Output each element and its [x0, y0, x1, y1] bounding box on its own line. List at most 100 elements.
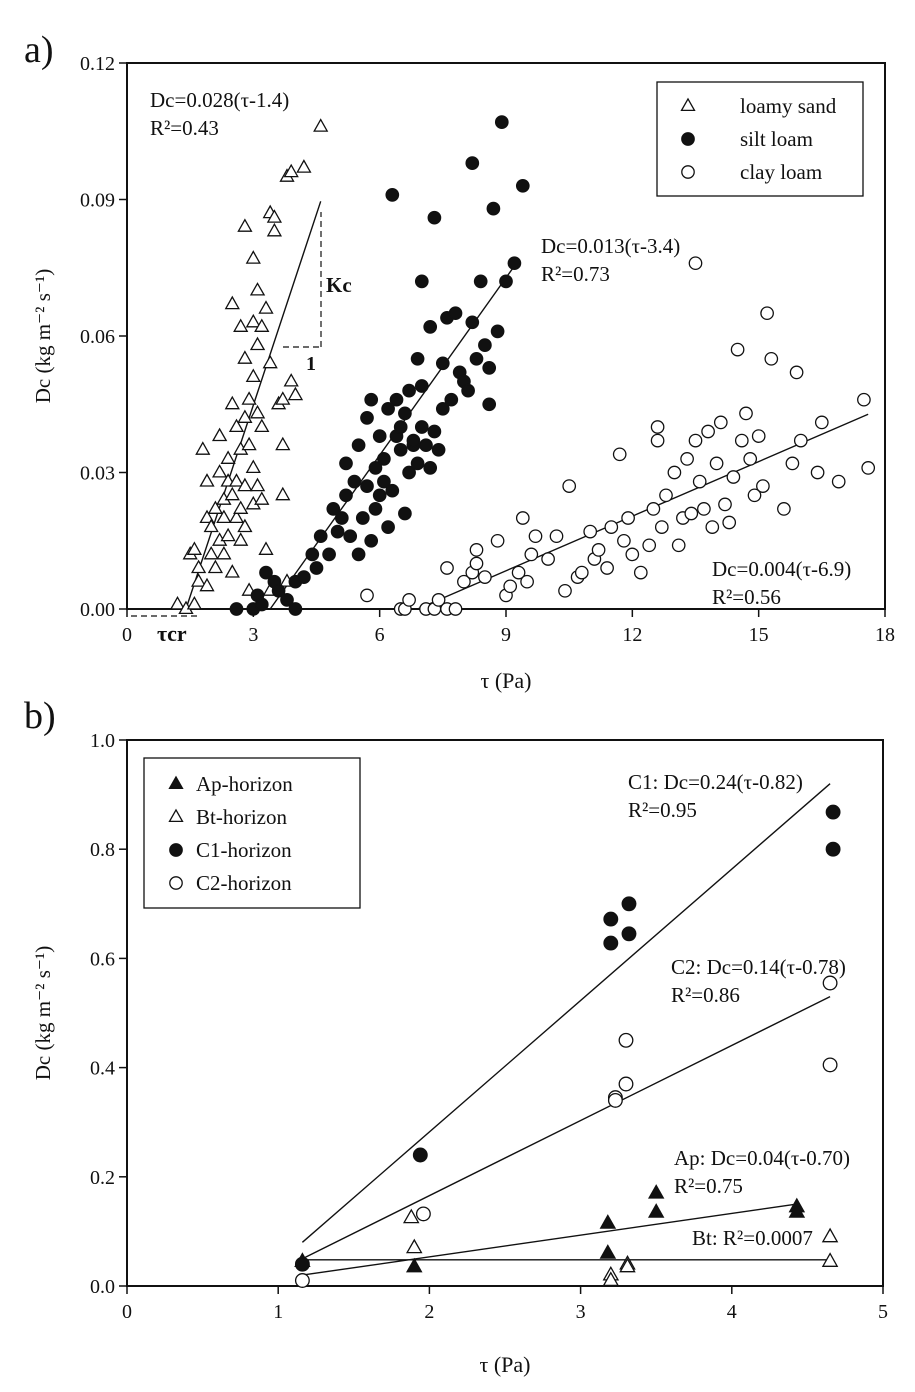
- b-x-tick-label: 3: [576, 1301, 586, 1323]
- legend-label-c2-horizon: C2-horizon: [196, 871, 292, 895]
- legend-label-c1-horizon: C1-horizon: [196, 838, 292, 862]
- data-point-bt-horizon: [402, 1208, 420, 1224]
- a-x-tick-label: 3: [248, 624, 258, 646]
- panel-a-y-axis-title: Dc (kg m⁻² s⁻¹): [31, 269, 55, 404]
- fit-r2-c1: R²=0.95: [628, 798, 697, 822]
- data-point-loamy-sand: [241, 391, 257, 405]
- data-point-loamy-sand: [254, 318, 270, 332]
- data-point-loamy-sand: [211, 427, 228, 442]
- data-point-ap-horizon: [599, 1214, 617, 1229]
- data-point-loamy-sand: [249, 282, 266, 296]
- data-point-silt-loam: [339, 456, 353, 471]
- series-silt-loam: [229, 115, 530, 616]
- data-point-loamy-sand: [237, 477, 253, 492]
- data-point-loamy-sand: [266, 209, 283, 223]
- b-x-tick-label: 1: [273, 1301, 283, 1323]
- data-point-silt-loam: [448, 306, 463, 321]
- data-point-silt-loam: [385, 188, 400, 202]
- data-point-silt-loam: [313, 529, 328, 544]
- data-point-clay-loam: [654, 520, 669, 534]
- data-point-silt-loam: [482, 361, 497, 375]
- data-point-clay-loam: [814, 415, 829, 430]
- data-point-clay-loam: [625, 547, 640, 562]
- data-point-bt-horizon: [619, 1257, 636, 1273]
- series-clay-loam: [360, 256, 876, 616]
- data-point-clay-loam: [713, 415, 728, 430]
- data-point-clay-loam: [528, 529, 543, 544]
- data-point-clay-loam: [722, 515, 737, 530]
- data-point-loamy-sand: [169, 595, 186, 610]
- data-point-clay-loam: [688, 433, 703, 448]
- data-point-silt-loam: [398, 406, 412, 421]
- a-x-tick-label: 12: [622, 624, 642, 646]
- fit-line-loamy-sand: [185, 201, 322, 610]
- data-point-loamy-sand: [216, 545, 232, 560]
- data-point-loamy-sand: [283, 373, 299, 387]
- series-bt-horizon: [402, 1208, 839, 1287]
- data-point-clay-loam: [751, 429, 766, 443]
- fit-equation-loamy-sand: Dc=0.028(τ-1.4): [150, 88, 289, 112]
- data-point-loamy-sand: [199, 577, 215, 592]
- data-point-loamy-sand: [254, 418, 270, 433]
- data-point-ap-horizon: [788, 1203, 806, 1218]
- data-point-silt-loam: [347, 474, 362, 489]
- b-y-tick-label: 0.4: [90, 1058, 115, 1080]
- data-point-clay-loam: [650, 420, 665, 434]
- data-point-clay-loam: [402, 593, 416, 607]
- fit-equation-ap: Ap: Dc=0.04(τ-0.70): [674, 1146, 850, 1170]
- data-point-clay-loam: [831, 474, 846, 489]
- fit-line-clay-loam: [417, 413, 869, 610]
- data-point-silt-loam: [410, 351, 425, 366]
- data-point-clay-loam: [574, 565, 589, 580]
- panel-b-y-ticks: 0.0 0.2 0.4 0.6 0.8 1.0: [90, 730, 127, 1298]
- data-point-silt-loam: [414, 420, 429, 434]
- data-point-silt-loam: [368, 502, 383, 516]
- data-point-silt-loam: [322, 547, 336, 562]
- data-point-silt-loam: [297, 570, 311, 584]
- data-point-silt-loam: [473, 274, 488, 289]
- data-point-clay-loam: [684, 506, 699, 521]
- data-point-silt-loam: [280, 593, 294, 607]
- data-point-loamy-sand: [207, 559, 224, 574]
- data-point-loamy-sand: [207, 500, 224, 514]
- data-point-c1-horizon: [603, 935, 619, 951]
- data-point-clay-loam: [785, 456, 800, 471]
- data-point-c2-horizon: [607, 1092, 623, 1108]
- data-point-silt-loam: [419, 438, 433, 453]
- data-point-clay-loam: [440, 561, 454, 575]
- data-point-silt-loam: [393, 442, 408, 457]
- fit-r2-silt-loam: R²=0.73: [541, 262, 610, 286]
- data-point-loamy-sand: [237, 218, 253, 232]
- data-point-loamy-sand: [190, 559, 207, 574]
- panel-a-x-ticks: 0 3 6 9 12 15 18: [122, 609, 895, 646]
- data-point-silt-loam: [499, 274, 513, 289]
- data-point-loamy-sand: [233, 500, 249, 514]
- data-point-silt-loam: [377, 452, 391, 466]
- fit-line-c2-horizon: [302, 995, 831, 1260]
- data-point-loamy-sand: [199, 473, 215, 487]
- data-point-c1-horizon: [412, 1147, 428, 1163]
- data-point-loamy-sand: [228, 509, 245, 524]
- data-point-loamy-sand: [216, 509, 232, 524]
- a-y-tick-label: 0.00: [80, 599, 115, 621]
- a-y-tick-label: 0.06: [80, 326, 115, 348]
- data-point-clay-loam: [734, 433, 749, 448]
- data-point-silt-loam: [469, 351, 484, 366]
- data-point-clay-loam: [511, 565, 526, 580]
- panel-b-fit-lines: [301, 783, 831, 1276]
- data-point-clay-loam: [688, 256, 703, 271]
- data-point-silt-loam: [305, 547, 320, 562]
- fit-r2-loamy-sand: R²=0.43: [150, 116, 219, 140]
- data-point-clay-loam: [739, 406, 753, 421]
- a-x-tick-label: 15: [749, 624, 769, 646]
- data-point-silt-loam: [444, 392, 459, 407]
- panel-b-y-axis-title: Dc (kg m⁻² s⁻¹): [31, 946, 55, 1081]
- data-point-loamy-sand: [224, 486, 240, 501]
- data-point-silt-loam: [393, 420, 408, 434]
- data-point-loamy-sand: [203, 518, 219, 533]
- data-point-clay-loam: [520, 574, 534, 589]
- a-y-tick-label: 0.12: [80, 53, 115, 75]
- data-point-clay-loam: [680, 452, 694, 466]
- data-point-loamy-sand: [199, 509, 215, 524]
- fit-r2-c2: R²=0.86: [671, 983, 740, 1007]
